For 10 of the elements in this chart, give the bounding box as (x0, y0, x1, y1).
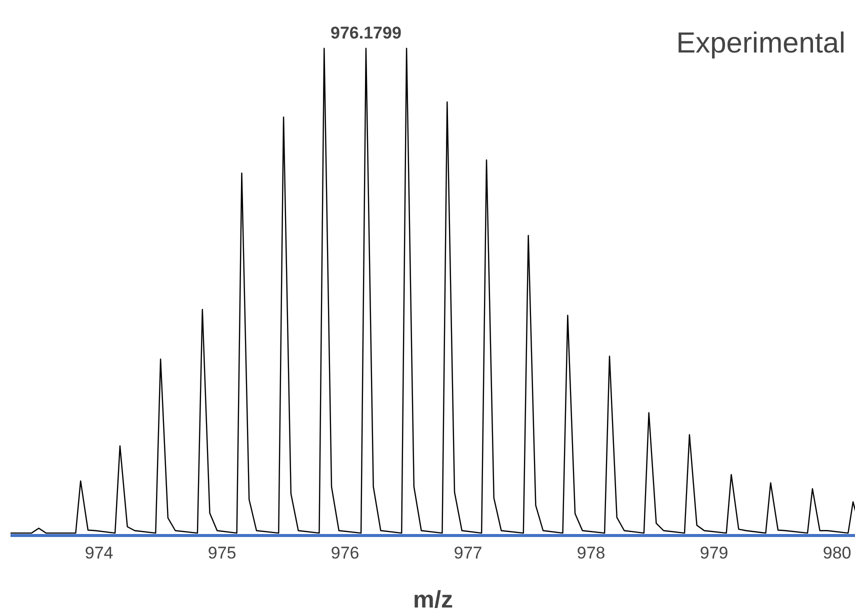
x-tick-label: 976 (330, 544, 360, 562)
x-tick-label: 977 (454, 544, 482, 562)
x-tick-label: 975 (208, 544, 236, 562)
x-axis-title: m/z (412, 586, 454, 614)
x-tick-label: 978 (576, 544, 606, 562)
x-tick-label: 979 (700, 544, 728, 562)
annotation: 976.1799 (330, 23, 402, 42)
annotation: Experimental (676, 28, 846, 60)
x-tick-label: 980 (822, 544, 852, 562)
x-tick-label: 974 (84, 544, 114, 562)
